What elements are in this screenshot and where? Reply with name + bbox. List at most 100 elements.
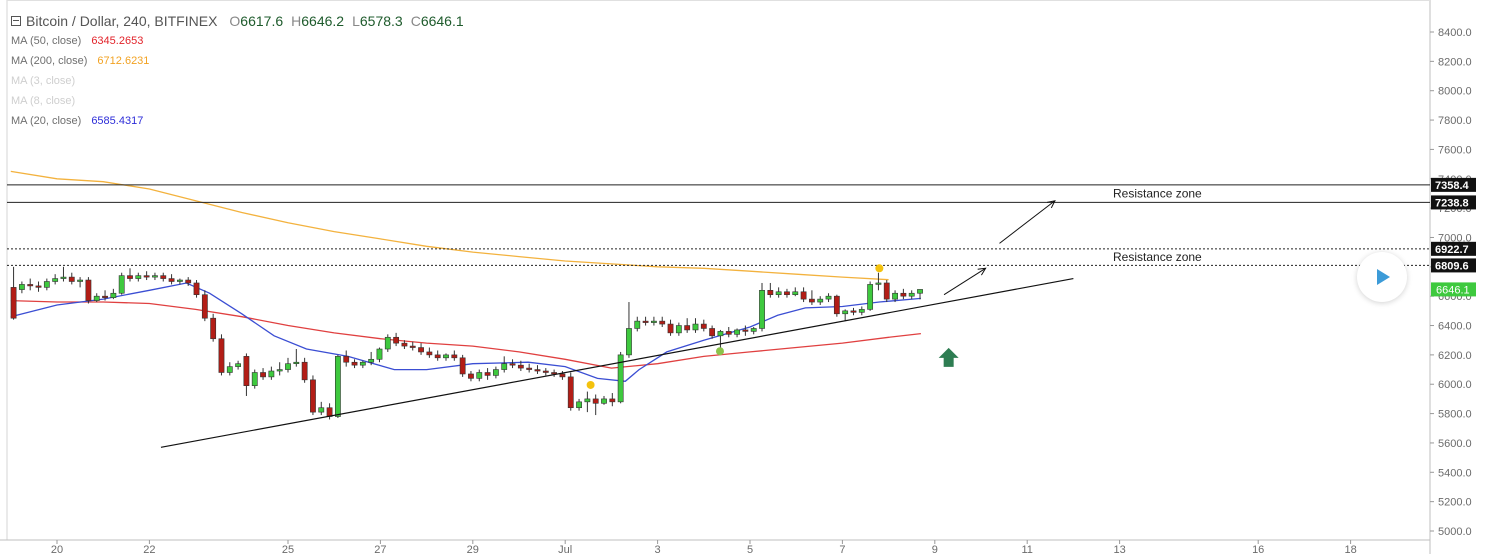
candle [334,354,341,418]
candle-body [10,287,17,319]
candle-body [534,369,541,372]
candle-body [792,291,799,296]
x-tick-label: 16 [1252,544,1264,554]
candle-body [559,373,566,378]
candle-body [426,351,433,356]
candle-body [60,276,67,279]
candle-body [651,320,657,323]
candle [160,272,167,282]
candle-body [468,373,474,379]
candle-body [509,363,516,366]
candle [784,288,790,298]
candle [152,272,158,281]
candle [609,393,616,407]
candle [235,360,242,370]
candle-body [102,295,108,298]
candle-body [917,289,923,294]
x-tick-label: 25 [282,544,294,554]
y-tick-label: 6000.0 [1438,379,1472,391]
candle [127,268,133,282]
candle-body [742,329,749,332]
indicator-row[interactable]: MA (50, close) 6345.2653 [11,31,472,51]
candle-body [892,292,898,300]
candle-body [492,369,499,376]
candle [767,282,774,298]
candle [800,287,807,303]
chart-legend: Bitcoin / Dollar, 240, BITFINEX O6617.6 … [11,11,472,131]
candle-body [359,361,366,366]
candle [27,278,34,291]
y-tick-label: 5000.0 [1438,526,1472,538]
support-trendline [160,277,1074,448]
candle [875,272,882,291]
candle-body [642,320,649,323]
candle [251,369,258,389]
indicator-value: 6345.2653 [91,35,144,47]
candle-body [351,361,358,366]
x-tick-label: 29 [467,544,479,554]
candle-body [825,295,832,300]
x-tick-label: 9 [932,544,938,554]
projection-arrow-line [999,200,1056,244]
candle [18,281,25,294]
candle-body [43,281,50,288]
candle [218,334,225,376]
candle [351,359,358,369]
candle-body [226,366,233,373]
x-tick-label: 18 [1344,544,1356,554]
candle-body [700,323,707,329]
candle [343,350,350,367]
candle-body [143,275,150,278]
candle-body [376,348,383,360]
candle-body [617,354,624,403]
indicator-list: MA (50, close) 6345.2653 MA (200, close) 67… [11,31,472,131]
candle-body [77,279,83,282]
candle-body [567,376,574,409]
signal-dot [875,264,884,273]
y-tick-label: 6200.0 [1438,350,1472,362]
candle-body [750,328,757,332]
candle [451,350,458,361]
indicator-row[interactable]: MA (3, close) [11,71,472,91]
candle-body [517,364,524,369]
resistance-zone-label: Resistance zone [1113,186,1202,200]
candle-body [176,279,183,282]
candle [809,290,815,305]
candle-body [260,372,266,378]
indicator-value: 6585.4317 [91,115,144,127]
play-button[interactable] [1357,252,1407,302]
y-tick-label: 7600.0 [1438,144,1472,156]
candle [459,354,466,377]
candle [684,318,691,333]
candle [285,357,291,373]
candle-body [867,284,874,310]
candle [409,341,416,351]
candle-body [218,338,225,373]
indicator-row[interactable]: MA (20, close) 6585.4317 [11,111,472,131]
indicator-row[interactable]: MA (8, close) [11,91,472,111]
candle-body [310,379,316,413]
ohlc-low: L6578.3 [352,13,403,29]
collapse-icon[interactable] [11,16,21,26]
x-tick-label: 27 [374,544,386,554]
candle [742,325,749,336]
candle [293,349,300,367]
candle-body [858,309,865,313]
candle-body [93,295,100,301]
candle-body [476,372,483,379]
candle [276,362,283,376]
candle [833,294,840,317]
candle [118,272,125,295]
candle-body [160,275,167,279]
candle [43,278,50,291]
candle [301,357,308,383]
indicator-row[interactable]: MA (200, close) 6712.6231 [11,51,472,71]
signal-dot [715,347,724,356]
candle [817,296,824,305]
candle-body [285,363,291,370]
candle-body [551,372,558,375]
candle-body [626,328,632,356]
candle-body [409,345,416,348]
